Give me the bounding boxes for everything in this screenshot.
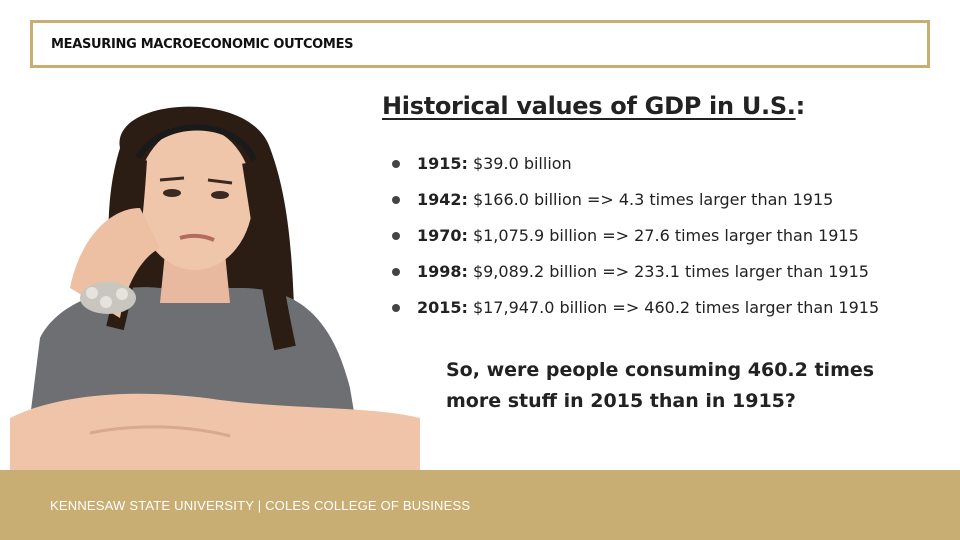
bullet-icon xyxy=(392,160,400,168)
bullet-icon xyxy=(392,232,400,240)
list-item: 2015: $17,947.0 billion => 460.2 times la… xyxy=(392,294,879,330)
list-item: 1970: $1,075.9 billion => 27.6 times larg… xyxy=(392,222,879,258)
bullet-icon xyxy=(392,268,400,276)
bored-girl-photo xyxy=(10,106,420,470)
list-item: 1998: $9,089.2 billion => 233.1 times lar… xyxy=(392,258,879,294)
list-item: 1915: $39.0 billion xyxy=(392,150,879,186)
section-header: MEASURING MACROECONOMIC OUTCOMES xyxy=(51,36,354,52)
question-text: So, were people consuming 460.2 times mo… xyxy=(446,359,875,412)
bullet-icon xyxy=(392,304,400,312)
footer-bar: KENNESAW STATE UNIVERSITY | COLES COLLEG… xyxy=(0,470,960,540)
gdp-list: 1915: $39.0 billion 1942: $166.0 billion =… xyxy=(392,150,879,330)
header-box: MEASURING MACROECONOMIC OUTCOMES xyxy=(30,20,930,68)
bullet-icon xyxy=(392,196,400,204)
footer-text: KENNESAW STATE UNIVERSITY | COLES COLLEG… xyxy=(50,498,471,513)
list-item: 1942: $166.0 billion => 4.3 times larger … xyxy=(392,186,879,222)
slide-title: Historical values of GDP in U.S.: xyxy=(382,92,805,120)
